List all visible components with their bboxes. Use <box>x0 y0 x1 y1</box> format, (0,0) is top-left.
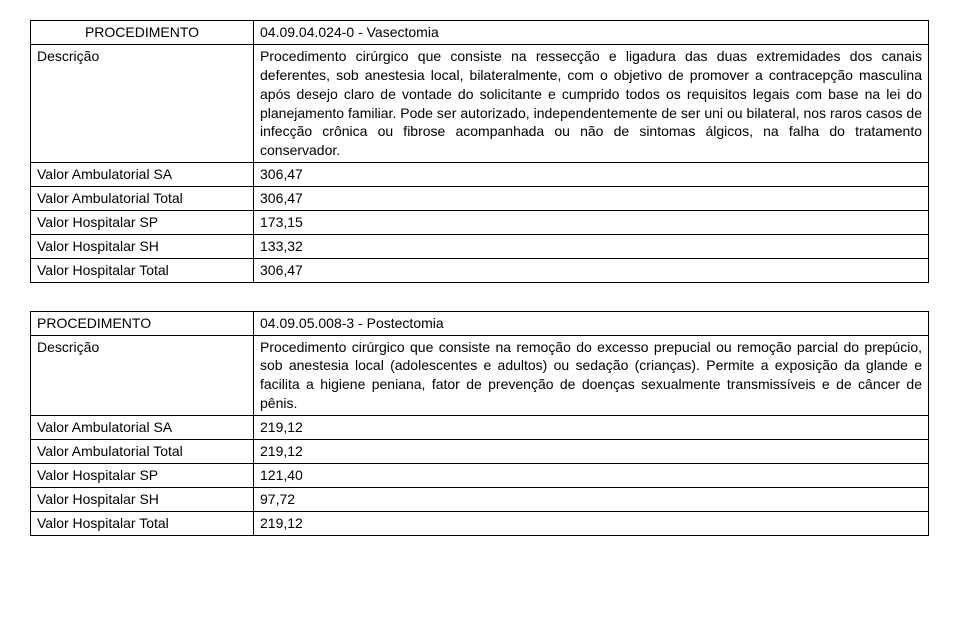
table-row: Valor Hospitalar Total 219,12 <box>31 511 929 535</box>
procedure-table-1: PROCEDIMENTO 04.09.04.024-0 - Vasectomia… <box>30 20 929 283</box>
row-label: Valor Hospitalar SP <box>31 463 254 487</box>
row-label: Valor Hospitalar Total <box>31 511 254 535</box>
table-row: Valor Ambulatorial SA 306,47 <box>31 163 929 187</box>
row-label: Valor Ambulatorial SA <box>31 416 254 440</box>
row-value: 04.09.04.024-0 - Vasectomia <box>254 21 929 45</box>
table-row: Valor Hospitalar SP 173,15 <box>31 211 929 235</box>
table-row: Valor Hospitalar SH 97,72 <box>31 487 929 511</box>
row-label: Valor Hospitalar SP <box>31 211 254 235</box>
row-value: 306,47 <box>254 163 929 187</box>
row-value: 173,15 <box>254 211 929 235</box>
row-value: 97,72 <box>254 487 929 511</box>
row-value: 306,47 <box>254 187 929 211</box>
row-label: PROCEDIMENTO <box>31 21 254 45</box>
row-value: 306,47 <box>254 258 929 282</box>
row-value: 04.09.05.008-3 - Postectomia <box>254 311 929 335</box>
table-row: Valor Ambulatorial Total 306,47 <box>31 187 929 211</box>
row-value: 121,40 <box>254 463 929 487</box>
table-row: Valor Ambulatorial SA 219,12 <box>31 416 929 440</box>
procedure-table-2: PROCEDIMENTO 04.09.05.008-3 - Postectomi… <box>30 311 929 536</box>
table-row: Valor Hospitalar SH 133,32 <box>31 234 929 258</box>
table-row: Descrição Procedimento cirúrgico que con… <box>31 335 929 416</box>
row-value: 219,12 <box>254 440 929 464</box>
table-row: Valor Hospitalar SP 121,40 <box>31 463 929 487</box>
table-row: Valor Hospitalar Total 306,47 <box>31 258 929 282</box>
table-row: PROCEDIMENTO 04.09.05.008-3 - Postectomi… <box>31 311 929 335</box>
row-value: 219,12 <box>254 511 929 535</box>
row-value: 133,32 <box>254 234 929 258</box>
row-value: 219,12 <box>254 416 929 440</box>
row-label: Valor Hospitalar SH <box>31 487 254 511</box>
row-label: Descrição <box>31 335 254 416</box>
row-value: Procedimento cirúrgico que consiste na r… <box>254 335 929 416</box>
row-label: Descrição <box>31 44 254 162</box>
row-value: Procedimento cirúrgico que consiste na r… <box>254 44 929 162</box>
table-row: Valor Ambulatorial Total 219,12 <box>31 440 929 464</box>
row-label: Valor Hospitalar SH <box>31 234 254 258</box>
row-label: PROCEDIMENTO <box>31 311 254 335</box>
row-label: Valor Ambulatorial SA <box>31 163 254 187</box>
table-row: Descrição Procedimento cirúrgico que con… <box>31 44 929 162</box>
row-label: Valor Hospitalar Total <box>31 258 254 282</box>
row-label: Valor Ambulatorial Total <box>31 187 254 211</box>
table-row: PROCEDIMENTO 04.09.04.024-0 - Vasectomia <box>31 21 929 45</box>
row-label: Valor Ambulatorial Total <box>31 440 254 464</box>
